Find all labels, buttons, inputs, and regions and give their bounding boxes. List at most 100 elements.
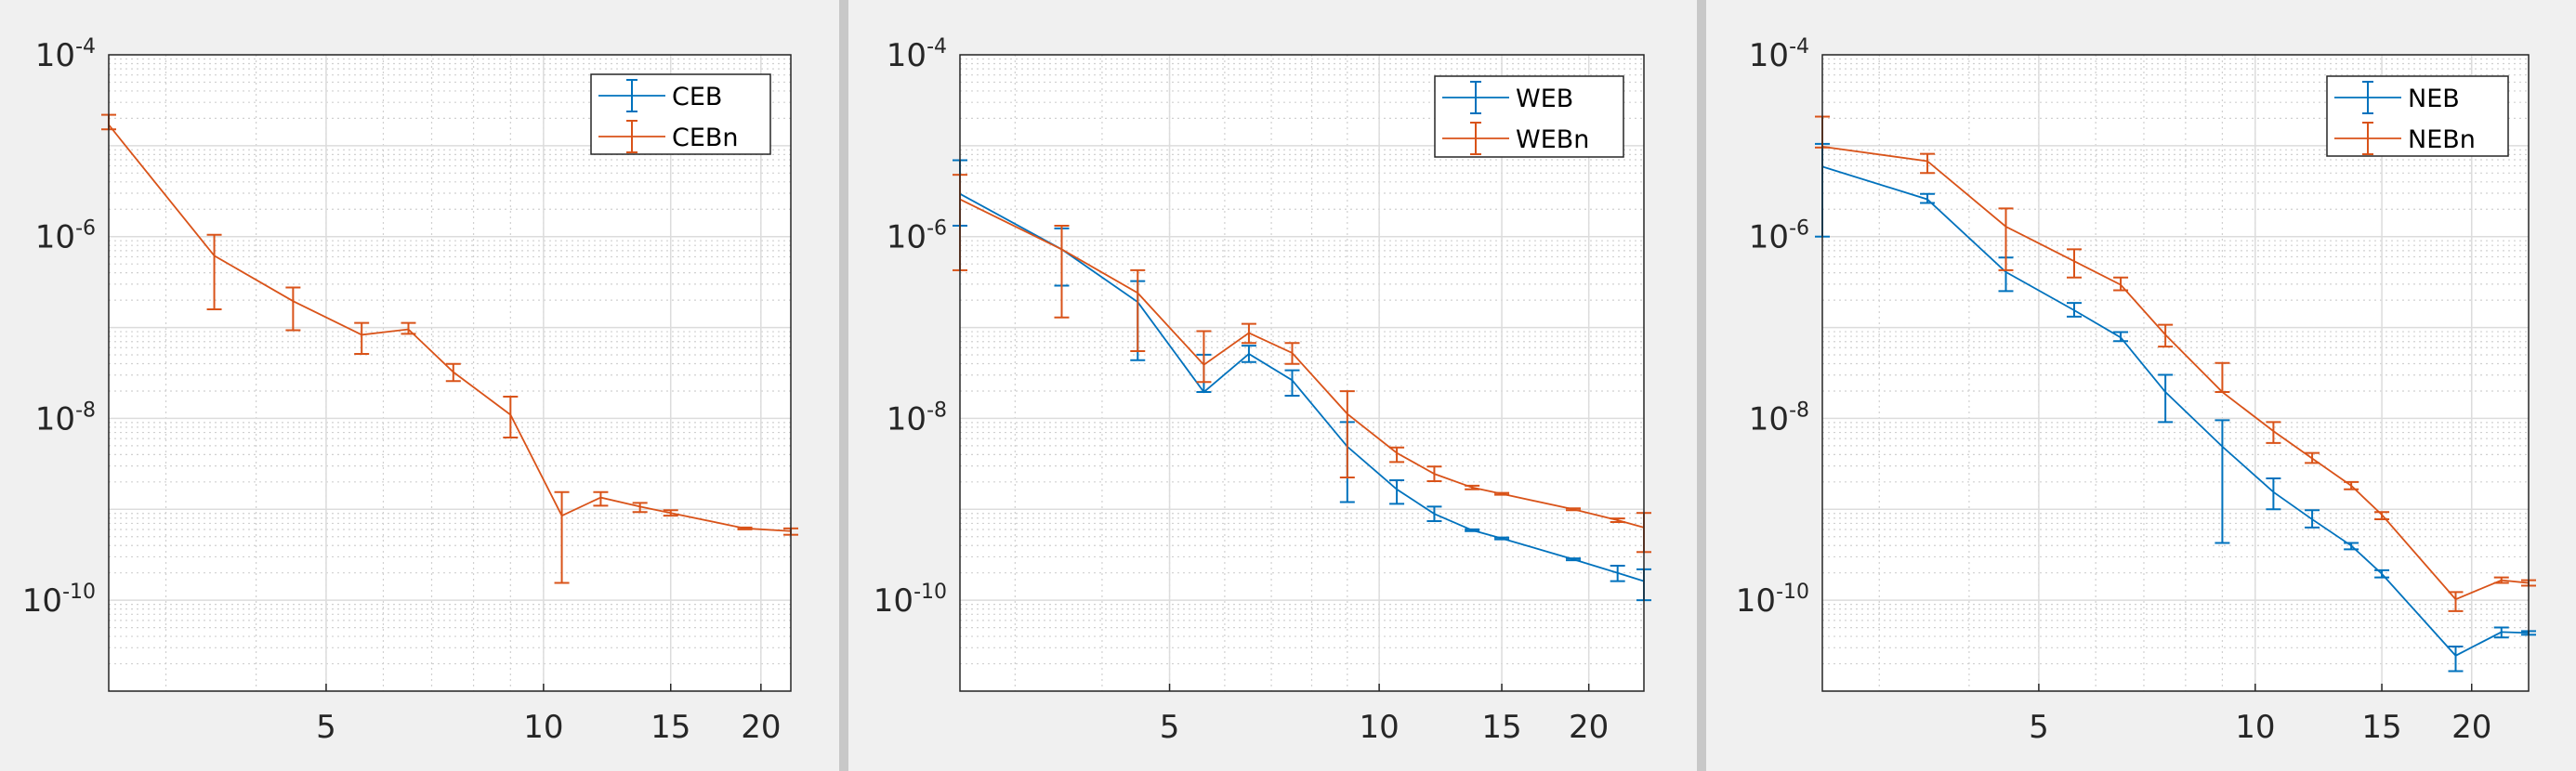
legend-label: CEBn xyxy=(672,124,739,152)
error-bar xyxy=(2215,361,2230,394)
legend[interactable]: CEB CEBn xyxy=(590,73,771,155)
error-bar xyxy=(1998,207,2014,271)
legend-box xyxy=(1434,75,1624,158)
error-bar xyxy=(1196,330,1212,384)
error-bar xyxy=(1920,152,1936,175)
panel-divider[interactable] xyxy=(839,0,848,771)
legend-label: WEBn xyxy=(1516,125,1589,154)
error-bar xyxy=(1465,528,1480,532)
y-tick-label: 10-10 xyxy=(874,581,947,620)
legend-box xyxy=(590,73,771,155)
y-tick-base: 10 xyxy=(1749,400,1789,438)
error-bar xyxy=(2374,511,2390,521)
legend-item-NEBn[interactable]: NEBn xyxy=(2334,122,2476,155)
y-tick-label: 10-8 xyxy=(887,399,947,438)
legend-box xyxy=(2326,75,2509,157)
legend-label: CEB xyxy=(672,83,722,111)
error-bar xyxy=(2113,331,2129,343)
error-bar xyxy=(1389,446,1405,464)
error-bar xyxy=(2305,509,2320,529)
error-bar xyxy=(2158,373,2174,424)
legend-item-NEB[interactable]: NEB xyxy=(2334,81,2460,114)
y-tick-base: 10 xyxy=(35,400,75,438)
y-tick-label: 10-10 xyxy=(1736,581,1809,620)
error-bar xyxy=(1610,564,1625,582)
series-NEBn xyxy=(1815,115,2536,612)
axes-box xyxy=(1821,54,2530,692)
y-tick-base: 10 xyxy=(887,37,927,74)
error-bar xyxy=(1920,192,1936,204)
x-tick-label: 15 xyxy=(651,709,690,746)
x-tick-label: 5 xyxy=(2029,709,2049,746)
y-tick-label: 10-4 xyxy=(35,35,96,74)
y-tick-base: 10 xyxy=(22,582,62,620)
y-tick-label: 10-6 xyxy=(35,217,96,256)
y-tick-exponent: -6 xyxy=(927,217,947,241)
legend-item-CEB[interactable]: CEB xyxy=(598,79,722,112)
y-tick-base: 10 xyxy=(35,37,75,74)
series-line-WEB xyxy=(959,192,1645,582)
y-tick-exponent: -10 xyxy=(913,581,947,604)
y-tick-base: 10 xyxy=(1749,219,1789,256)
y-tick-exponent: -10 xyxy=(62,581,96,604)
error-bar xyxy=(2215,419,2230,544)
x-tick-label: 10 xyxy=(1359,709,1399,746)
series-CEBn xyxy=(101,113,798,584)
y-tick-base: 10 xyxy=(874,582,913,620)
legend-item-WEB[interactable]: WEB xyxy=(1442,81,1573,114)
error-bar xyxy=(1389,478,1405,505)
error-bar xyxy=(401,321,416,335)
legend-item-CEBn[interactable]: CEBn xyxy=(598,120,739,153)
panel-divider[interactable] xyxy=(1697,0,1706,771)
x-tick-label: 20 xyxy=(2451,709,2491,746)
error-bar xyxy=(1241,322,1256,345)
axes-box xyxy=(108,54,792,692)
y-tick-exponent: -8 xyxy=(1789,399,1809,422)
y-tick-label: 10-6 xyxy=(1749,217,1809,256)
error-bar xyxy=(2344,480,2359,490)
legend-item-WEBn[interactable]: WEBn xyxy=(1442,122,1589,155)
error-bar xyxy=(2158,323,2174,348)
y-tick-exponent: -10 xyxy=(1776,581,1809,604)
axes-box xyxy=(959,54,1645,692)
legend[interactable]: WEB WEBn xyxy=(1434,75,1624,158)
plot-area xyxy=(1822,55,2529,691)
x-tick-label: 5 xyxy=(316,709,336,746)
error-bar xyxy=(663,509,678,517)
error-bar xyxy=(285,286,301,332)
error-bar xyxy=(1565,557,1581,562)
y-tick-exponent: -8 xyxy=(75,399,96,422)
plot-area xyxy=(109,55,791,691)
error-bar xyxy=(2305,451,2320,464)
x-tick-label: 15 xyxy=(2361,709,2401,746)
error-bar xyxy=(2493,576,2509,584)
error-bar xyxy=(2374,568,2390,579)
y-tick-label: 10-8 xyxy=(35,399,96,438)
y-tick-exponent: -4 xyxy=(927,35,947,59)
error-bar xyxy=(503,395,519,438)
x-tick-label: 5 xyxy=(1160,709,1180,746)
error-bar xyxy=(1426,505,1442,523)
error-bar xyxy=(445,362,461,383)
error-bar xyxy=(354,321,370,355)
x-tick-label: 10 xyxy=(2235,709,2275,746)
error-bar xyxy=(2113,276,2129,292)
error-bar xyxy=(2448,646,2464,673)
y-tick-base: 10 xyxy=(1749,37,1789,74)
y-tick-exponent: -4 xyxy=(1789,35,1809,59)
error-bar xyxy=(2493,626,2509,639)
x-tick-label: 10 xyxy=(523,709,563,746)
y-tick-label: 10-4 xyxy=(887,35,947,74)
error-bar xyxy=(593,490,609,507)
error-bar xyxy=(1130,268,1146,353)
plot-area xyxy=(960,55,1644,691)
error-bar xyxy=(1284,369,1300,397)
error-bar xyxy=(737,526,753,530)
error-bar xyxy=(2266,421,2281,444)
error-bar xyxy=(1610,517,1625,523)
legend[interactable]: NEB NEBn xyxy=(2326,75,2509,157)
